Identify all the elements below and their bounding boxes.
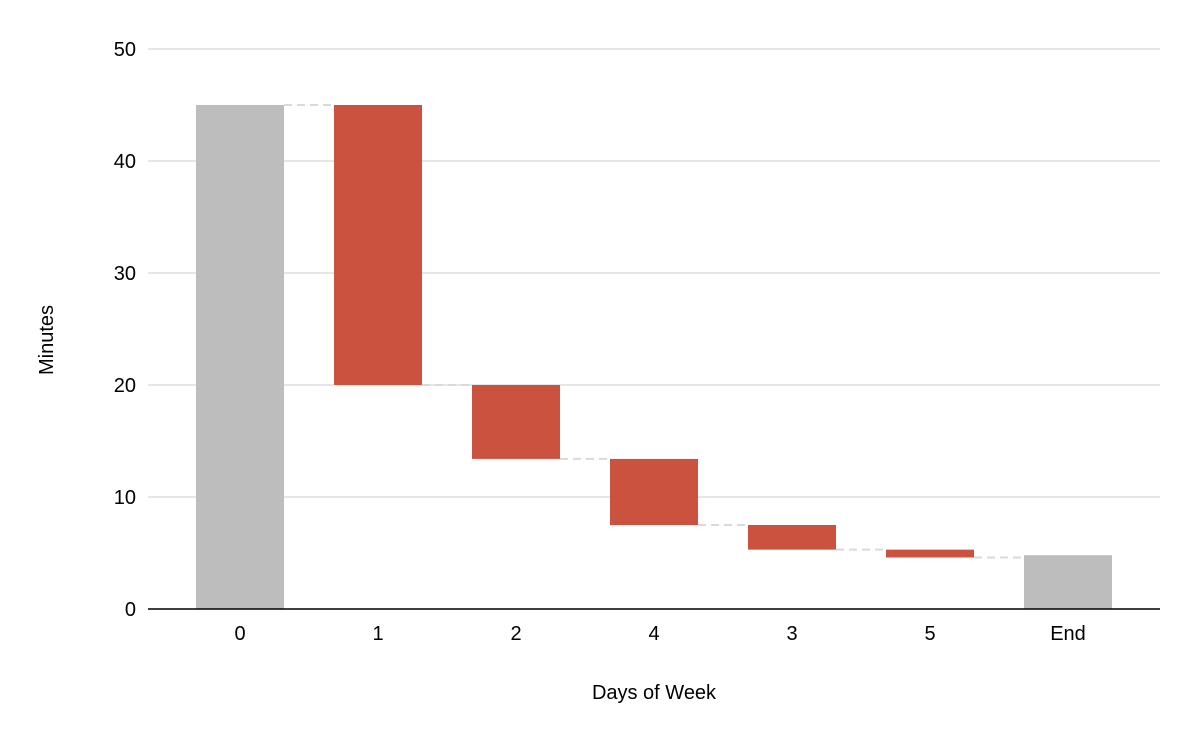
x-tick-label: 1 xyxy=(372,623,383,645)
x-tick-label: 0 xyxy=(234,623,245,645)
bar-decrease xyxy=(472,385,560,459)
gridlines xyxy=(148,48,1160,498)
x-axis-title: Days of Week xyxy=(592,682,717,704)
bar-decrease xyxy=(886,549,974,558)
y-tick-label: 40 xyxy=(114,151,136,173)
y-tick-label: 20 xyxy=(114,375,136,397)
bar-total xyxy=(1024,555,1112,609)
bar-total xyxy=(196,105,284,609)
bar-decrease xyxy=(334,105,422,385)
x-tick-label: 2 xyxy=(510,623,521,645)
y-tick-label: 50 xyxy=(114,39,136,61)
y-axis-title: Minutes xyxy=(36,305,58,375)
bar-decrease xyxy=(748,525,836,550)
x-tick-label: 4 xyxy=(648,623,659,645)
y-tick-label: 10 xyxy=(114,487,136,509)
bars xyxy=(196,105,1112,609)
x-tick-label: End xyxy=(1050,623,1086,645)
y-tick-label: 0 xyxy=(125,599,136,621)
y-tick-label: 30 xyxy=(114,263,136,285)
x-tick-label: 3 xyxy=(786,623,797,645)
x-tick-label: 5 xyxy=(924,623,935,645)
y-tick-labels: 0 10 20 30 40 50 xyxy=(114,39,136,621)
connector-lines xyxy=(284,104,1024,559)
bar-decrease xyxy=(610,458,698,525)
x-tick-labels: 0 1 2 4 3 5 End xyxy=(234,623,1085,645)
